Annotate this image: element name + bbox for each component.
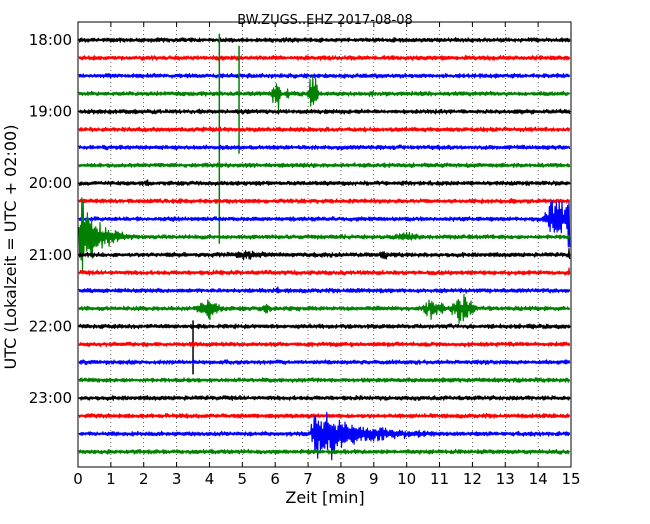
y-tick-label: 20:00	[29, 174, 72, 192]
y-tick-label: 22:00	[29, 317, 72, 335]
trace-2145	[78, 294, 571, 324]
trace-2230	[78, 359, 571, 366]
y-tick-label: 18:00	[29, 31, 72, 49]
x-tick-label: 3	[172, 470, 182, 488]
y-tick-label: 23:00	[29, 389, 72, 407]
x-tick-label: 9	[369, 470, 379, 488]
trace-1815	[78, 54, 571, 61]
trace-2030	[78, 200, 571, 248]
x-axis-label: Zeit [min]	[285, 488, 364, 507]
x-tick-label: 13	[496, 470, 515, 488]
seismic-traces	[78, 33, 571, 461]
y-tick-label: 19:00	[29, 103, 72, 121]
trace-2000	[78, 179, 571, 187]
trace-2315	[78, 413, 571, 419]
trace-1900	[78, 108, 571, 115]
x-tick-label: 2	[139, 470, 149, 488]
y-tick-label: 21:00	[29, 246, 72, 264]
trace-2345	[78, 448, 571, 455]
trace-1830	[78, 72, 571, 79]
trace-2130	[78, 286, 571, 294]
chart-title: BW.ZUGS..EHZ 2017-08-08	[237, 13, 413, 28]
trace-1945	[78, 162, 571, 169]
trace-1915	[78, 126, 571, 133]
plot-frame	[77, 21, 572, 468]
x-tick-label: 8	[336, 470, 346, 488]
trace-2330	[78, 411, 571, 461]
x-tick-label: 12	[463, 470, 482, 488]
x-tick-label: 5	[238, 470, 248, 488]
y-axis-label: UTC (Lokalzeit = UTC + 02:00)	[1, 125, 20, 370]
x-tick-label: 14	[529, 470, 548, 488]
trace-2100	[78, 248, 571, 261]
x-tick-label: 10	[397, 470, 416, 488]
trace-1845	[78, 76, 571, 112]
trace-2215	[78, 341, 571, 348]
trace-2015	[78, 198, 571, 205]
x-tick-label: 4	[205, 470, 215, 488]
y-axis: 18:00 19:00 20:00 21:00 22:00 23:00	[29, 31, 571, 407]
x-axis: 0 1 2 3 4 5 6 7 8 9 10 11 12 13 14 15	[73, 22, 581, 488]
trace-1800	[78, 37, 571, 43]
x-tick-label: 0	[73, 470, 83, 488]
x-tick-label: 15	[561, 470, 580, 488]
trace-2200	[78, 323, 571, 330]
trace-1930	[78, 144, 571, 151]
trace-2045	[78, 197, 571, 273]
x-tick-label: 6	[270, 470, 280, 488]
x-tick-label: 11	[430, 470, 449, 488]
x-tick-label: 7	[303, 470, 313, 488]
trace-2245	[78, 377, 571, 384]
trace-2115	[78, 267, 571, 276]
trace-2300	[78, 394, 571, 401]
x-tick-label: 1	[106, 470, 116, 488]
